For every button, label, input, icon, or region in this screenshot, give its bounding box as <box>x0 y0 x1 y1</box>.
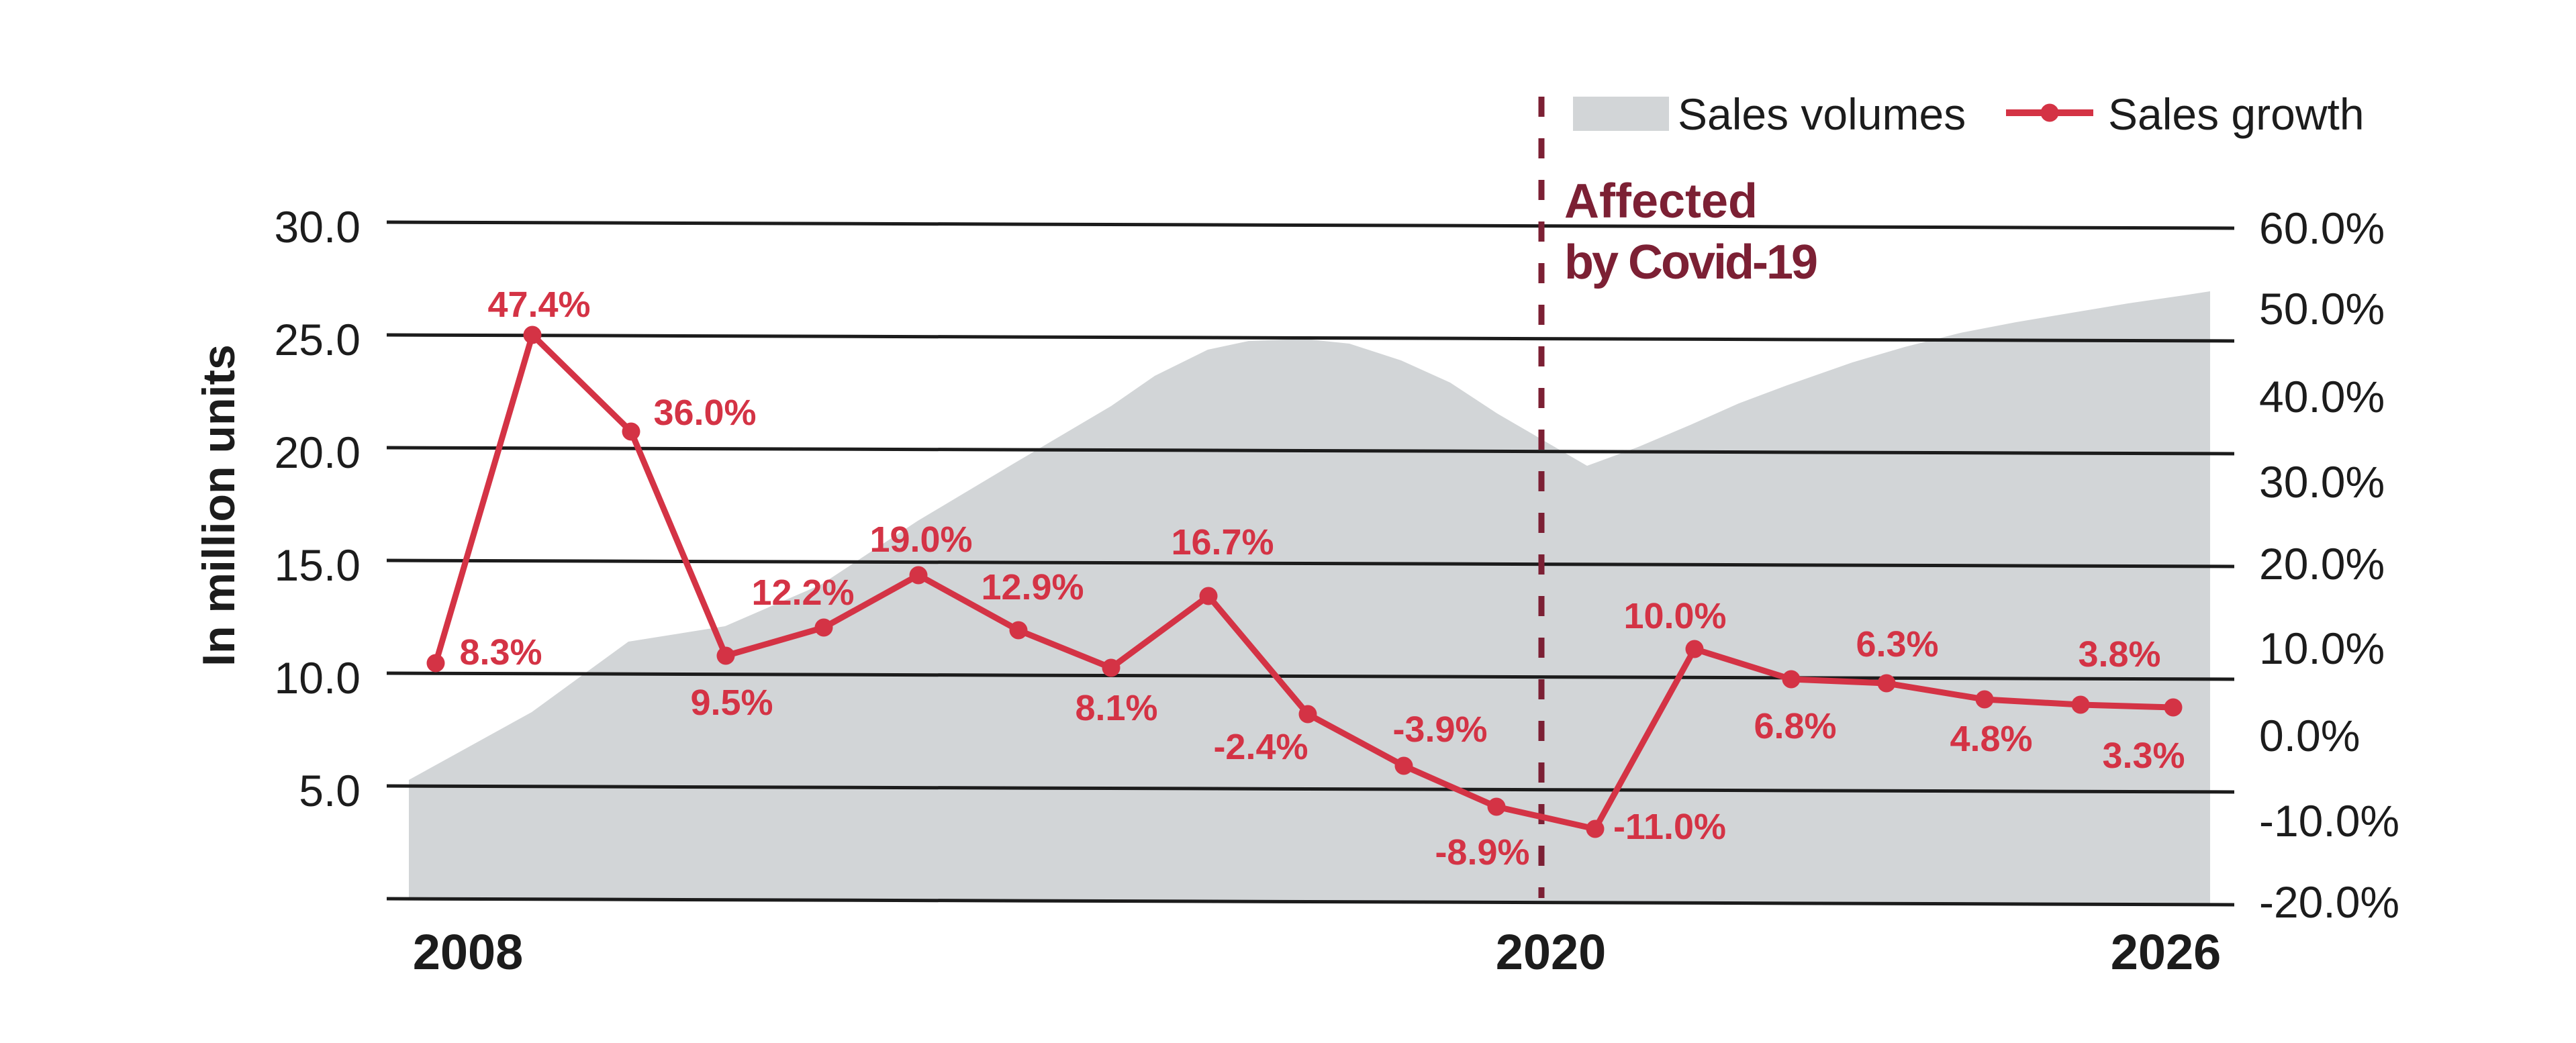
svg-text:40.0%: 40.0% <box>2259 372 2385 421</box>
svg-text:6.3%: 6.3% <box>1856 624 1938 664</box>
svg-text:50.0%: 50.0% <box>2259 284 2385 334</box>
svg-text:In million units: In million units <box>193 344 244 666</box>
svg-text:-20.0%: -20.0% <box>2259 877 2399 927</box>
svg-text:2020: 2020 <box>1496 924 1607 980</box>
svg-text:30.0: 30.0 <box>275 202 361 252</box>
svg-text:-10.0%: -10.0% <box>2259 796 2399 846</box>
svg-text:3.3%: 3.3% <box>2102 736 2185 776</box>
svg-text:-8.9%: -8.9% <box>1435 832 1529 873</box>
svg-text:-3.9%: -3.9% <box>1392 709 1487 750</box>
svg-text:2026: 2026 <box>2111 924 2222 980</box>
svg-text:20.0: 20.0 <box>275 428 361 477</box>
svg-text:16.7%: 16.7% <box>1171 522 1274 562</box>
svg-text:-11.0%: -11.0% <box>1613 807 1726 847</box>
svg-text:2008: 2008 <box>413 924 524 980</box>
svg-text:6.8%: 6.8% <box>1754 706 1836 746</box>
svg-text:30.0%: 30.0% <box>2259 457 2385 507</box>
svg-text:60.0%: 60.0% <box>2259 203 2385 253</box>
svg-text:Sales volumes: Sales volumes <box>1678 89 1966 139</box>
svg-text:4.8%: 4.8% <box>1950 719 2032 759</box>
svg-text:9.5%: 9.5% <box>690 683 773 723</box>
svg-text:10.0: 10.0 <box>275 653 361 703</box>
svg-text:15.0: 15.0 <box>275 540 361 590</box>
svg-text:10.0%: 10.0% <box>2259 624 2385 673</box>
svg-text:8.3%: 8.3% <box>459 632 542 673</box>
svg-text:-2.4%: -2.4% <box>1213 727 1308 767</box>
svg-text:10.0%: 10.0% <box>1623 596 1726 636</box>
svg-text:12.2%: 12.2% <box>751 573 854 613</box>
svg-text:25.0: 25.0 <box>275 315 361 364</box>
svg-text:12.9%: 12.9% <box>981 567 1084 607</box>
svg-text:19.0%: 19.0% <box>869 519 972 560</box>
svg-text:8.1%: 8.1% <box>1075 688 1157 728</box>
svg-text:Affected: Affected <box>1564 175 1758 228</box>
svg-text:0.0%: 0.0% <box>2259 711 2360 760</box>
svg-text:Sales growth: Sales growth <box>2108 89 2365 139</box>
svg-text:3.8%: 3.8% <box>2078 634 2160 675</box>
svg-text:by Covid-19: by Covid-19 <box>1564 236 1817 289</box>
svg-text:5.0: 5.0 <box>299 766 361 815</box>
svg-text:36.0%: 36.0% <box>653 393 756 433</box>
svg-text:47.4%: 47.4% <box>487 285 590 325</box>
svg-text:20.0%: 20.0% <box>2259 539 2385 589</box>
